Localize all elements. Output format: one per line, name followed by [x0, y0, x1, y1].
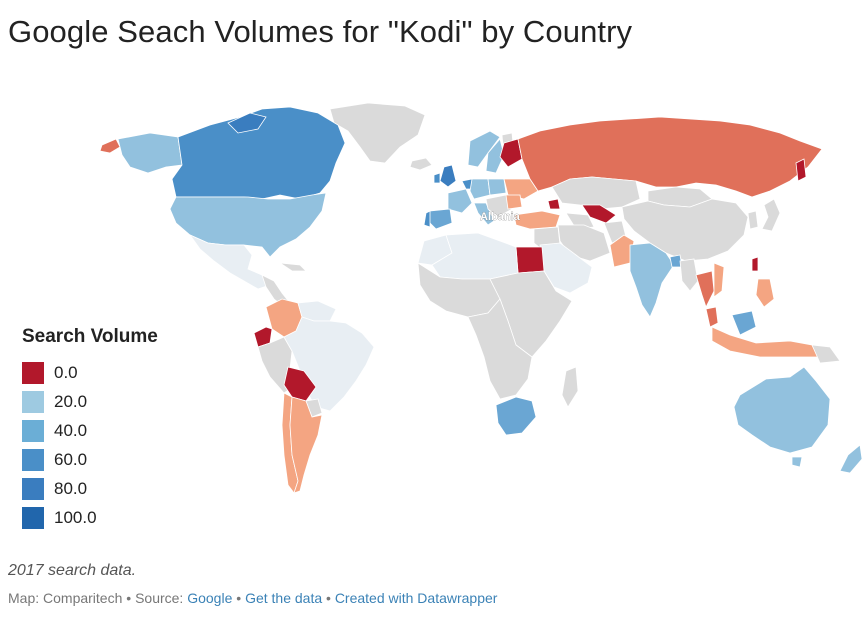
footer-separator: •	[232, 590, 246, 606]
footer-separator: •	[122, 590, 136, 606]
iceland[interactable]	[409, 157, 433, 171]
philippines[interactable]	[755, 278, 775, 308]
legend-item: 80.0	[22, 474, 158, 503]
vietnam[interactable]	[713, 262, 725, 298]
spain[interactable]	[427, 208, 453, 230]
canada-islands[interactable]	[227, 112, 267, 134]
india[interactable]	[629, 242, 675, 318]
chart-title: Google Seach Volumes for "Kodi" by Count…	[8, 14, 633, 49]
legend-item: 60.0	[22, 445, 158, 474]
turkey[interactable]	[513, 210, 561, 230]
legend-swatch	[22, 419, 44, 442]
legend-title: Search Volume	[22, 326, 158, 347]
legend-item: 40.0	[22, 416, 158, 445]
legend-value: 60.0	[54, 449, 88, 469]
romania[interactable]	[505, 194, 523, 210]
legend-item: 0.0	[22, 358, 158, 387]
alaska[interactable]	[99, 138, 121, 154]
germany[interactable]	[469, 178, 491, 200]
sakhalin[interactable]	[795, 158, 807, 182]
footer-separator: •	[322, 590, 335, 606]
cuba[interactable]	[279, 262, 307, 272]
turkmenistan[interactable]	[565, 212, 595, 230]
thailand[interactable]	[695, 270, 715, 309]
united-states[interactable]	[169, 192, 327, 258]
legend-value: 80.0	[54, 478, 88, 498]
get-data-link[interactable]: Get the data	[245, 590, 323, 606]
south-africa[interactable]	[495, 396, 537, 436]
footer: Map: Comparitech • Source: Google • Get …	[8, 590, 497, 606]
footer-map-credit: Map: Comparitech	[8, 590, 123, 606]
chart-note: 2017 search data.	[8, 562, 137, 579]
united-kingdom[interactable]	[439, 164, 457, 188]
ecuador[interactable]	[253, 326, 273, 348]
tasmania[interactable]	[791, 456, 803, 468]
balkans[interactable]	[485, 194, 513, 218]
uzbekistan[interactable]	[581, 204, 617, 224]
legend: Search Volume 0.0 20.0 40.0 60.0 80.0 100.0	[22, 326, 158, 532]
myanmar[interactable]	[679, 258, 699, 292]
alaska-mainland[interactable]	[117, 132, 183, 174]
legend-item: 20.0	[22, 387, 158, 416]
borneo[interactable]	[731, 310, 757, 336]
malaysia[interactable]	[705, 306, 719, 328]
source-link[interactable]: Google	[187, 590, 233, 606]
world-map: Albania	[99, 102, 863, 494]
legend-swatch	[22, 506, 44, 529]
legend-value: 100.0	[54, 507, 97, 527]
madagascar[interactable]	[561, 366, 579, 408]
indonesia[interactable]	[711, 326, 819, 358]
greenland[interactable]	[329, 102, 426, 164]
legend-items: 0.0 20.0 40.0 60.0 80.0 100.0	[22, 358, 158, 532]
egypt[interactable]	[515, 246, 545, 274]
central-africa[interactable]	[467, 298, 533, 400]
footer-source-prefix: Source:	[135, 590, 188, 606]
italy[interactable]	[473, 202, 495, 226]
korea[interactable]	[747, 210, 759, 230]
datawrapper-link[interactable]: Created with Datawrapper	[334, 590, 498, 606]
map-label-albania: Albania	[480, 211, 521, 223]
legend-value: 0.0	[54, 362, 78, 382]
australia[interactable]	[733, 366, 831, 454]
argentina[interactable]	[289, 396, 323, 494]
new-zealand[interactable]	[839, 444, 863, 474]
sweden[interactable]	[485, 138, 505, 174]
legend-swatch	[22, 390, 44, 413]
caucasus[interactable]	[547, 198, 561, 210]
legend-swatch	[22, 361, 44, 384]
ukraine[interactable]	[503, 178, 539, 200]
legend-swatch	[22, 477, 44, 500]
poland[interactable]	[487, 178, 507, 196]
legend-value: 20.0	[54, 391, 88, 411]
belarus[interactable]	[499, 138, 523, 168]
ireland[interactable]	[433, 172, 441, 184]
kazakhstan[interactable]	[551, 176, 641, 210]
portugal[interactable]	[423, 210, 431, 228]
france[interactable]	[447, 188, 473, 214]
japan[interactable]	[761, 198, 781, 232]
taiwan[interactable]	[751, 256, 759, 272]
papua[interactable]	[811, 344, 841, 364]
legend-item: 100.0	[22, 503, 158, 532]
legend-value: 40.0	[54, 420, 88, 440]
china[interactable]	[621, 198, 749, 262]
legend-swatch	[22, 448, 44, 471]
